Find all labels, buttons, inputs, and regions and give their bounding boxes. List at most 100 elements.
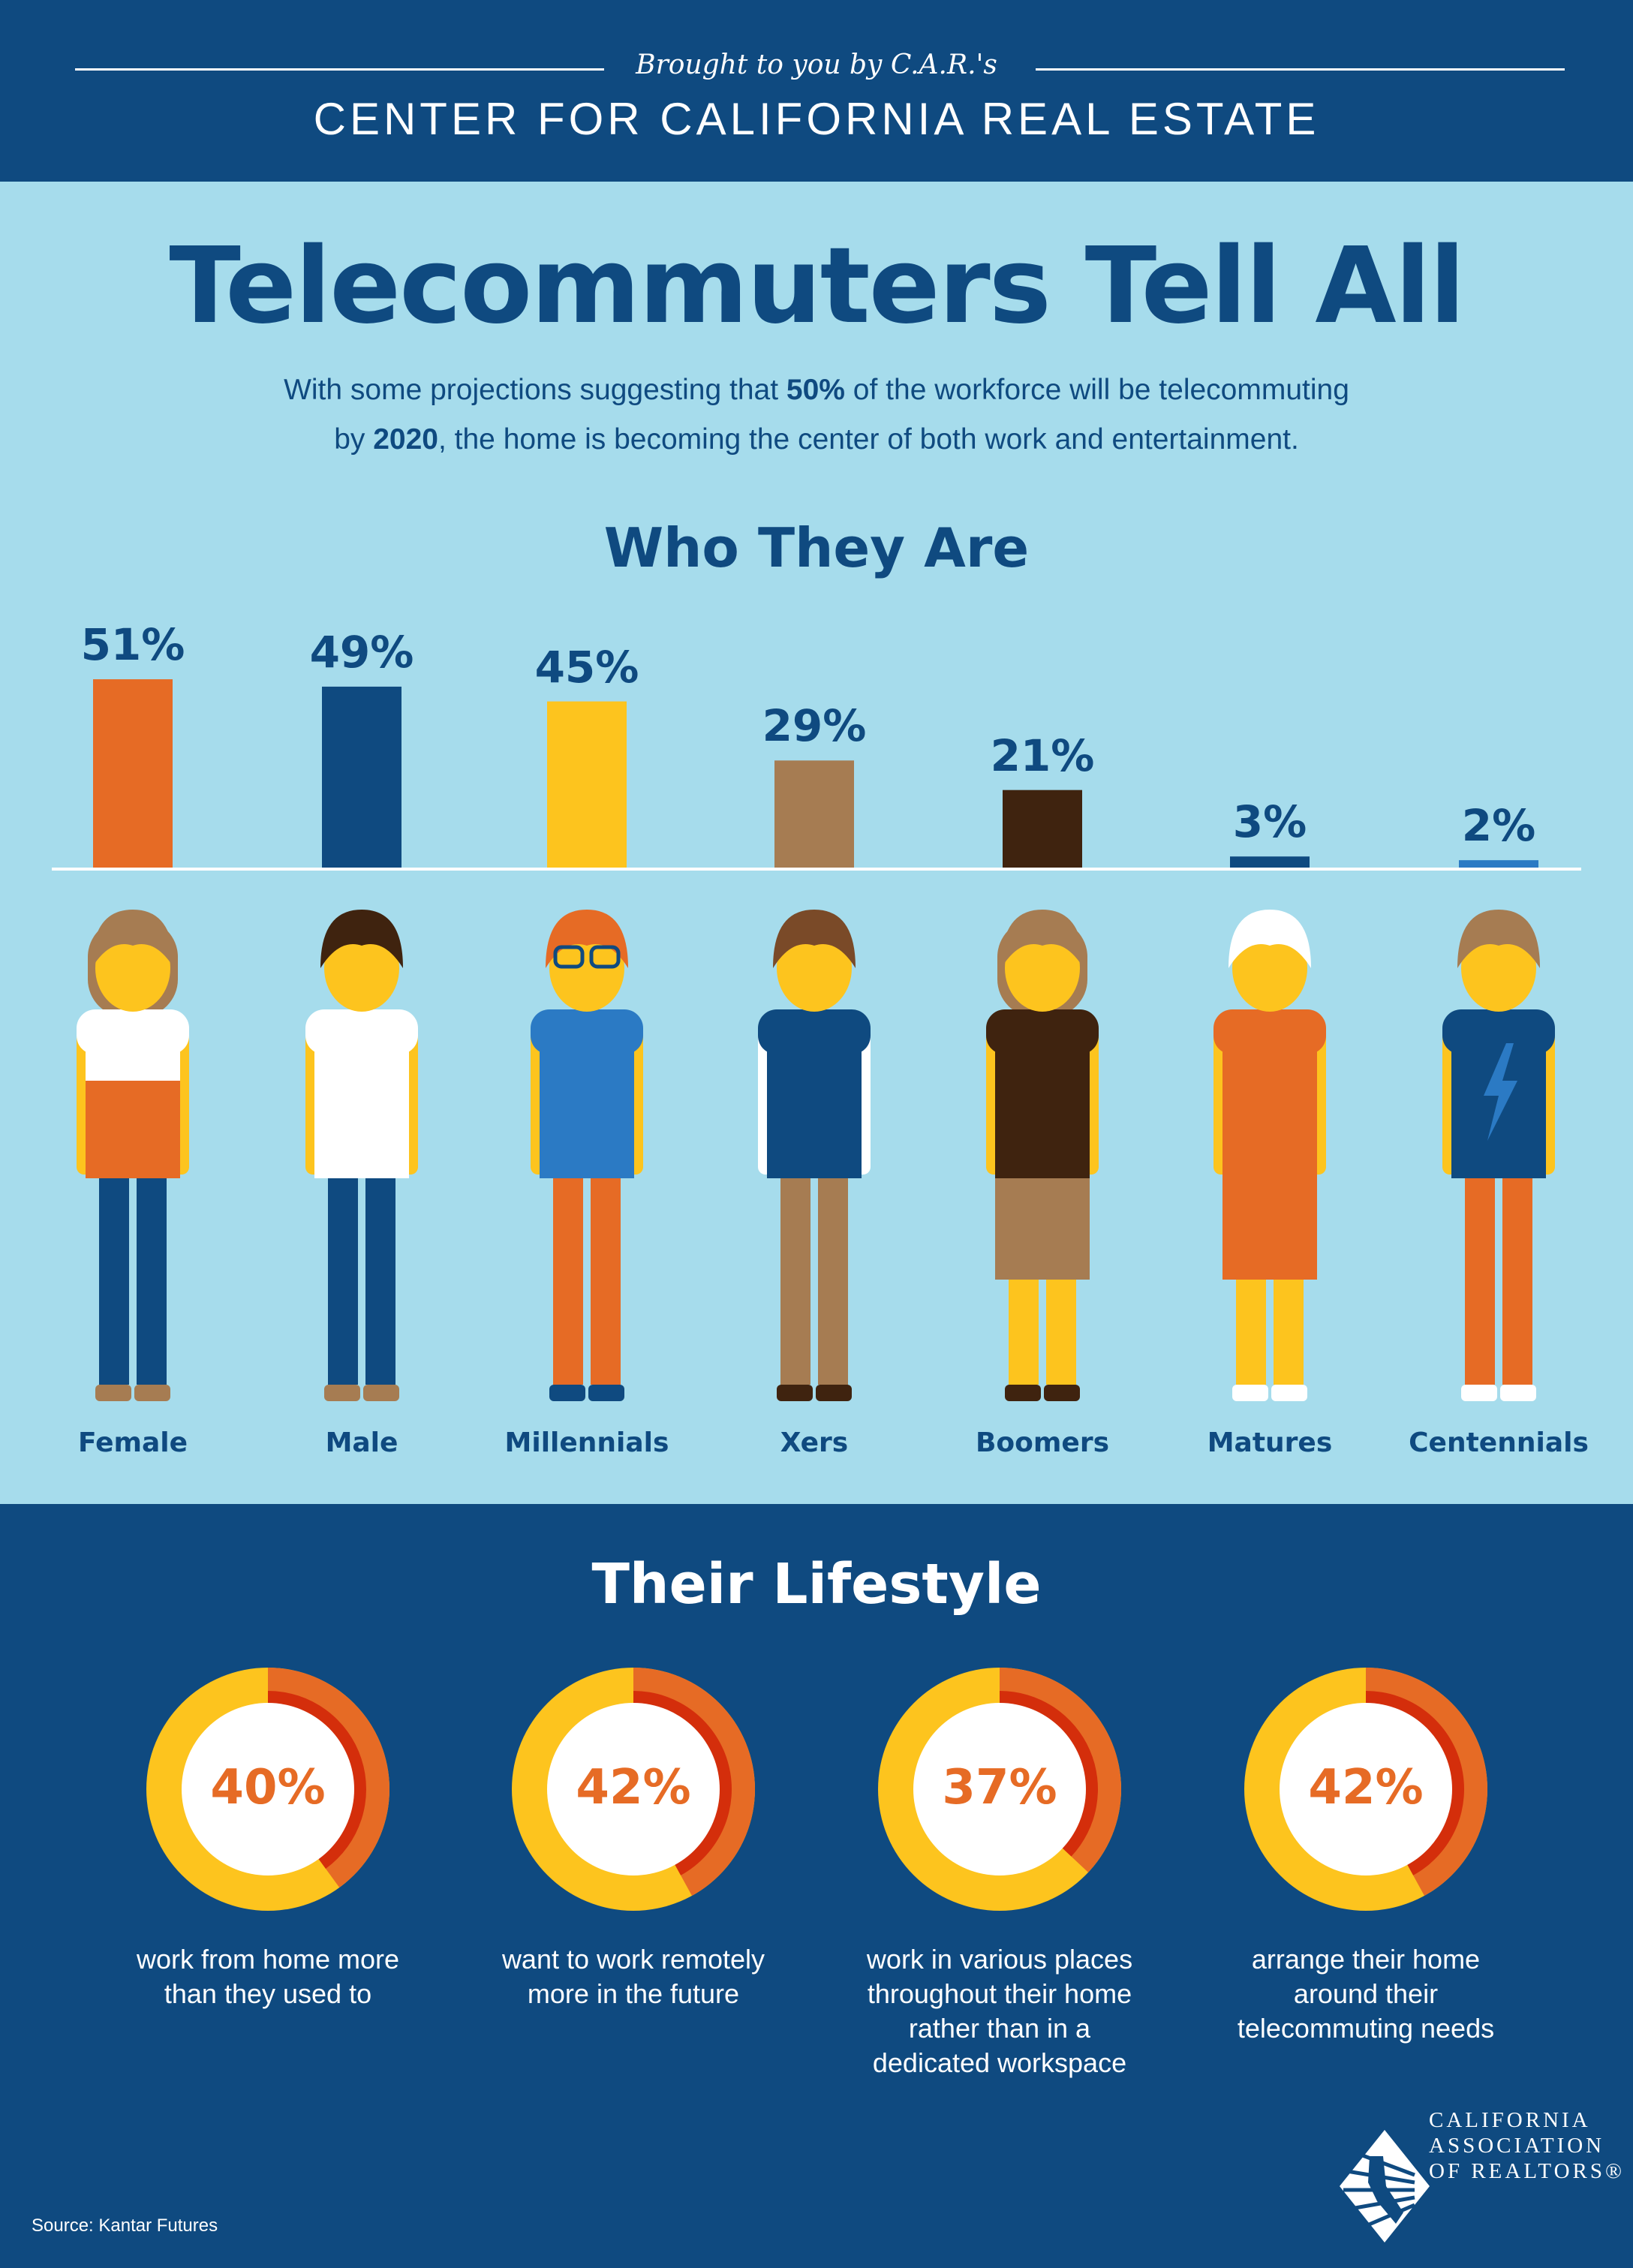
- category-label: Matures: [1207, 1427, 1333, 1458]
- divider: [1036, 68, 1565, 71]
- bar-value-label: 21%: [990, 729, 1095, 781]
- description-line: more in the future: [527, 1978, 740, 2009]
- shoe: [363, 1385, 399, 1401]
- donut-chart: [512, 1668, 755, 1911]
- figure-millennials-icon: [531, 910, 643, 1401]
- bar-xers: [774, 760, 854, 868]
- source-note: Source: Kantar Futures: [32, 2215, 218, 2236]
- bolt-icon: [1484, 1043, 1517, 1141]
- center-title: CENTER FOR CALIFORNIA REAL ESTATE: [313, 94, 1320, 144]
- header-banner: Brought to you by C.A.R.'s CENTER FOR CA…: [0, 0, 1633, 182]
- bar-value-label: 3%: [1232, 796, 1307, 848]
- bar-matures: [1230, 856, 1310, 868]
- category-label: Boomers: [975, 1427, 1109, 1458]
- car-logo-icon: [1340, 2130, 1430, 2242]
- bar-female: [93, 679, 173, 868]
- subtitle-line-2: by 2020, the home is becoming the center…: [334, 423, 1299, 456]
- head: [777, 925, 852, 1012]
- donut-percent: 42%: [576, 1760, 691, 1815]
- donut-description: work from home more than they used to: [103, 1942, 433, 2011]
- bar-value-label: 45%: [534, 641, 639, 693]
- shoe: [777, 1385, 813, 1401]
- torso: [995, 1021, 1090, 1178]
- category-label: Male: [325, 1427, 398, 1458]
- donut-description: want to work remotely more in the future: [468, 1942, 798, 2011]
- figure-centennials-icon: [1442, 910, 1555, 1401]
- leg: [137, 1171, 167, 1385]
- shoe: [1271, 1385, 1307, 1401]
- hair: [1457, 910, 1540, 968]
- category-label: Female: [77, 1427, 188, 1458]
- figure-xers-icon: [758, 910, 871, 1401]
- leg: [553, 1171, 583, 1385]
- donut-center: [913, 1703, 1086, 1875]
- hair: [92, 910, 174, 968]
- shoe: [1500, 1385, 1536, 1401]
- figure-female-icon: [77, 910, 189, 1401]
- head: [1461, 925, 1536, 1012]
- description-line: work from home more: [136, 1944, 400, 1975]
- category-label: Millennials: [504, 1427, 669, 1458]
- hair: [1229, 910, 1311, 968]
- shoe: [1044, 1385, 1080, 1401]
- leg: [99, 1171, 129, 1385]
- donut-percent: 42%: [1308, 1760, 1424, 1815]
- description-line: telecommuting needs: [1237, 2013, 1495, 2044]
- description-line: around their: [1293, 1978, 1439, 2009]
- shoe: [324, 1385, 360, 1401]
- shirt-lower: [86, 1081, 180, 1178]
- leg: [780, 1171, 810, 1385]
- hair: [320, 910, 403, 968]
- shoe: [1461, 1385, 1497, 1401]
- head: [1005, 925, 1080, 1012]
- torso: [540, 1021, 634, 1178]
- shoe: [588, 1385, 624, 1401]
- logo-line: OF REALTORS®: [1429, 2159, 1625, 2183]
- brought-by-text: Brought to you by C.A.R.'s: [636, 50, 997, 80]
- bar-value-label: 49%: [309, 626, 414, 678]
- figure-male-icon: [305, 910, 418, 1401]
- logo-line: CALIFORNIA: [1429, 2108, 1591, 2132]
- description-line: throughout their home: [867, 1978, 1132, 2009]
- bar-value-label: 2%: [1461, 800, 1536, 852]
- bar-millennials: [547, 701, 627, 868]
- page-title: Telecommuters Tell All: [169, 225, 1465, 347]
- donut-percent: 40%: [210, 1760, 326, 1815]
- description-line: than they used to: [164, 1978, 372, 2009]
- car-logo-text: CALIFORNIA ASSOCIATION OF REALTORS®: [1429, 2107, 1625, 2184]
- donut-chart: [146, 1668, 389, 1911]
- glasses-icon: [589, 945, 621, 969]
- donut-center: [547, 1703, 720, 1875]
- shoe: [1232, 1385, 1268, 1401]
- glasses-icon: [553, 945, 585, 969]
- who-heading: Who They Are: [603, 516, 1030, 579]
- torso: [767, 1021, 862, 1178]
- head: [95, 925, 170, 1012]
- category-label: Xers: [780, 1427, 849, 1458]
- donut-percent: 37%: [942, 1760, 1057, 1815]
- shoe: [816, 1385, 852, 1401]
- donut-center: [1280, 1703, 1452, 1875]
- leg: [328, 1171, 358, 1385]
- donut-description: arrange their home around their telecommut…: [1201, 1942, 1531, 2046]
- category-label: Centennials: [1409, 1427, 1589, 1458]
- shoe: [134, 1385, 170, 1401]
- logo-line: ASSOCIATION: [1429, 2134, 1605, 2158]
- figure-boomers-icon: [986, 910, 1099, 1401]
- shoe: [1005, 1385, 1041, 1401]
- bar-value-label: 29%: [762, 700, 867, 752]
- donut-center: [182, 1703, 354, 1875]
- head: [1232, 925, 1307, 1012]
- bar-value-label: 51%: [80, 619, 185, 671]
- subtitle-line-1: With some projections suggesting that 50…: [284, 374, 1349, 406]
- hair: [773, 910, 856, 968]
- donut-chart: [878, 1668, 1121, 1911]
- description-line: want to work remotely: [501, 1944, 765, 1975]
- description-line: dedicated workspace: [872, 2047, 1127, 2078]
- leg: [365, 1171, 395, 1385]
- shoe: [95, 1385, 131, 1401]
- lifestyle-heading: Their Lifestyle: [591, 1552, 1042, 1617]
- hair: [546, 910, 628, 968]
- leg: [1502, 1171, 1532, 1385]
